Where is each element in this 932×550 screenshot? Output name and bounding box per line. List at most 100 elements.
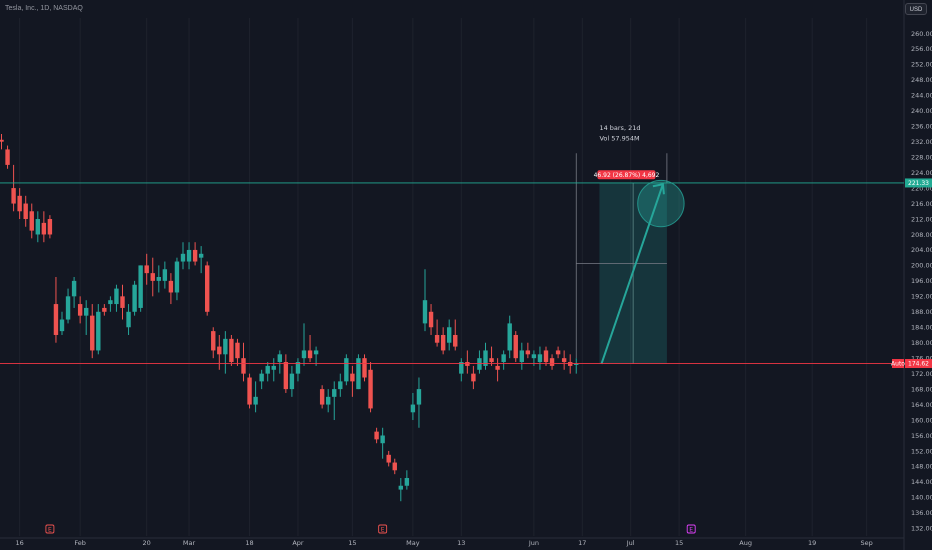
- candle-body: [102, 307, 107, 312]
- candle-body: [53, 304, 59, 335]
- measure-bars-text: 14 bars, 21d: [599, 124, 640, 132]
- candle-body: [501, 354, 506, 363]
- current-price-label: [905, 359, 932, 369]
- x-tick-label: May: [406, 539, 420, 547]
- candle-body: [211, 331, 216, 351]
- x-tick-label: 18: [245, 539, 253, 547]
- y-axis: 132.00 136.00 140.00 144.00 148.00 152.00 156.…: [903, 0, 932, 550]
- candle-body: [574, 363, 579, 365]
- candle-body: [17, 195, 22, 212]
- candle-body: [392, 462, 397, 471]
- resistance-price-label: [905, 178, 932, 188]
- measure-tool[interactable]: 46.92 (26.87%) 4,692 14 bars, 21d Vol 57.9…: [575, 124, 685, 365]
- projection-arrow: [600, 183, 664, 365]
- current-price-text: 174.62: [908, 361, 929, 368]
- y-tick-label: 196.00: [911, 277, 932, 285]
- candle-body: [307, 350, 313, 359]
- candle-body: [453, 334, 458, 347]
- candle-body: [380, 435, 385, 444]
- candle-body: [440, 334, 446, 351]
- candle-body: [174, 261, 180, 293]
- measure-badge-text: 46.92 (26.87%) 4,692: [594, 172, 660, 179]
- candle-body: [368, 369, 373, 409]
- candle-body: [259, 373, 264, 382]
- x-tick-label: 20: [143, 539, 151, 547]
- candle-body: [386, 454, 391, 463]
- candle-body: [229, 338, 234, 363]
- y-tick-label: 140.00: [911, 494, 932, 502]
- candle-body: [350, 373, 355, 382]
- y-tick-label: 164.00: [911, 401, 932, 409]
- current-tag-text: Auto: [891, 361, 905, 368]
- x-tick-label: Aug: [739, 539, 752, 547]
- candle-body: [23, 203, 28, 220]
- candle-body: [465, 362, 470, 366]
- candle-body: [114, 288, 119, 305]
- x-tick-label: Feb: [74, 539, 86, 547]
- candle-body: [253, 396, 258, 405]
- y-tick-label: 156.00: [911, 432, 932, 440]
- y-tick-label: 252.00: [911, 61, 932, 69]
- y-tick-label: 208.00: [911, 231, 932, 239]
- candle-body: [561, 358, 567, 363]
- y-tick-label: 152.00: [911, 447, 932, 455]
- y-tick-label: 204.00: [911, 246, 932, 254]
- candle-body: [543, 350, 549, 363]
- candle-body: [447, 327, 452, 343]
- candle-body: [186, 249, 192, 262]
- candle-body: [549, 358, 555, 366]
- measure-badge: [597, 170, 656, 180]
- candle-body: [489, 358, 494, 363]
- candle-body: [138, 265, 143, 308]
- projection-circle: [637, 179, 685, 228]
- candle-body: [205, 265, 210, 312]
- y-tick-label: 256.00: [911, 45, 932, 53]
- candle-body: [0, 139, 4, 142]
- candle-body: [265, 365, 270, 374]
- y-tick-label: 136.00: [911, 509, 932, 517]
- y-tick-label: 232.00: [911, 138, 932, 146]
- currency-button[interactable]: USD: [905, 3, 927, 15]
- candle-body: [374, 431, 379, 440]
- candle-body: [356, 358, 361, 390]
- symbol-title[interactable]: Tesla, Inc., 1D, NASDAQ: [5, 5, 83, 12]
- candle-body: [344, 358, 349, 382]
- candle-body: [519, 350, 524, 363]
- candle-body: [313, 350, 319, 355]
- candle-body: [459, 362, 464, 374]
- candle-body: [319, 389, 325, 405]
- earnings-marker: [378, 524, 388, 534]
- candle-body: [283, 362, 289, 390]
- candle-body: [247, 377, 252, 405]
- y-tick-label: 228.00: [911, 153, 932, 161]
- y-tick-label: 160.00: [911, 416, 932, 424]
- y-tick-label: 148.00: [911, 463, 932, 471]
- x-tick-label: 16: [16, 539, 24, 547]
- horizontal-lines[interactable]: 221.33 Auto 174.62: [0, 178, 932, 369]
- y-tick-label: 216.00: [911, 200, 932, 208]
- y-tick-label: 212.00: [911, 215, 932, 223]
- grid: [19, 18, 868, 536]
- y-tick-label: 224.00: [911, 169, 932, 177]
- candle-body: [271, 365, 276, 370]
- y-tick-label: 220.00: [911, 184, 932, 192]
- x-axis: 16 Feb 20 Mar 18 Apr 15 May 13 Jun 17 Jul 15 Aug 19 Sep: [0, 537, 904, 547]
- x-tick-label: 19: [808, 539, 816, 547]
- candle-body: [144, 265, 149, 274]
- y-tick-label: 236.00: [911, 123, 932, 131]
- x-tick-label: 15: [348, 539, 356, 547]
- candle-body: [513, 334, 518, 359]
- y-tick-label: 200.00: [911, 262, 932, 270]
- y-tick-label: 180.00: [911, 339, 932, 347]
- candle-body: [338, 381, 343, 390]
- candle-body: [477, 358, 482, 370]
- x-tick-label: Mar: [183, 539, 196, 547]
- candle-body: [156, 277, 161, 281]
- candle-body: [495, 365, 500, 370]
- candle-body: [537, 354, 543, 363]
- candle-body: [90, 315, 95, 351]
- candle-body: [289, 373, 295, 390]
- candle-body: [568, 362, 573, 366]
